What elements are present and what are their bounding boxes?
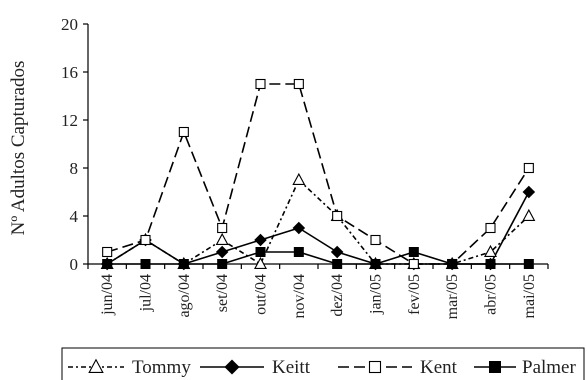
data-point-palmer	[218, 260, 227, 269]
data-point-palmer	[333, 260, 342, 269]
y-tick-label: 16	[61, 63, 78, 82]
legend: Tommy Keitt Kent Palmer	[62, 348, 584, 380]
data-point-palmer	[409, 248, 418, 257]
data-point-kent	[409, 260, 418, 269]
data-point-palmer	[486, 260, 495, 269]
legend-label: Palmer	[522, 357, 576, 378]
data-point-kent	[179, 128, 188, 137]
legend-marker	[225, 360, 239, 374]
x-tick-label: nov/04	[291, 274, 308, 318]
y-tick-label: 20	[61, 15, 78, 34]
x-tick-label: mai/05	[521, 274, 538, 318]
data-point-keitt	[217, 246, 228, 257]
data-point-keitt	[523, 186, 534, 197]
data-point-palmer	[103, 260, 112, 269]
data-point-tommy	[523, 210, 534, 220]
data-point-kent	[103, 248, 112, 257]
data-point-palmer	[371, 260, 380, 269]
data-point-kent	[371, 236, 380, 245]
data-point-tommy	[217, 234, 228, 244]
data-point-palmer	[141, 260, 150, 269]
x-tick-label: dez/04	[329, 274, 346, 317]
legend-marker	[89, 360, 103, 373]
data-point-palmer	[448, 260, 457, 269]
data-point-kent	[218, 224, 227, 233]
data-point-kent	[256, 80, 265, 89]
legend-label: Tommy	[132, 357, 191, 378]
legend-item-kent: Kent	[338, 357, 458, 378]
data-point-kent	[524, 164, 533, 173]
x-tick-label: jan/05	[368, 274, 385, 315]
data-point-keitt	[255, 234, 266, 245]
x-tick-label: abr/05	[483, 274, 500, 315]
data-point-kent	[294, 80, 303, 89]
series-line-kent	[107, 84, 529, 264]
legend-marker	[490, 362, 501, 373]
data-point-kent	[486, 224, 495, 233]
x-tick-label: mar/05	[444, 274, 461, 319]
y-axis-title: Nº Adultos Capturados	[8, 61, 29, 236]
data-point-palmer	[256, 248, 265, 257]
x-tick-label: ago/04	[176, 274, 193, 318]
legend-item-palmer: Palmer	[474, 357, 576, 378]
x-tick-label: out/04	[253, 274, 270, 315]
legend-item-keitt: Keitt	[200, 357, 311, 378]
series-line-keitt	[107, 192, 529, 264]
legend-label: Kent	[420, 357, 458, 378]
data-point-tommy	[255, 258, 266, 268]
data-point-tommy	[293, 174, 304, 184]
data-point-palmer	[294, 248, 303, 257]
x-tick-label: jul/04	[138, 274, 155, 312]
y-tick-label: 8	[70, 159, 79, 178]
data-point-kent	[141, 236, 150, 245]
legend-item-tommy: Tommy	[68, 357, 191, 378]
data-point-palmer	[179, 260, 188, 269]
y-tick-label: 4	[70, 207, 79, 226]
data-point-keitt	[332, 246, 343, 257]
data-point-palmer	[524, 260, 533, 269]
y-tick-label: 12	[61, 111, 78, 130]
data-point-kent	[333, 212, 342, 221]
y-tick-label: 0	[70, 255, 79, 274]
series-line-palmer	[107, 252, 529, 264]
data-point-keitt	[293, 222, 304, 233]
series-markers-tommy	[102, 174, 535, 268]
x-tick-label: set/04	[214, 274, 231, 312]
x-tick-label: jun/04	[99, 274, 116, 316]
legend-marker	[370, 362, 381, 373]
legend-label: Keitt	[272, 357, 311, 378]
x-tick-label: fev/05	[406, 274, 423, 315]
